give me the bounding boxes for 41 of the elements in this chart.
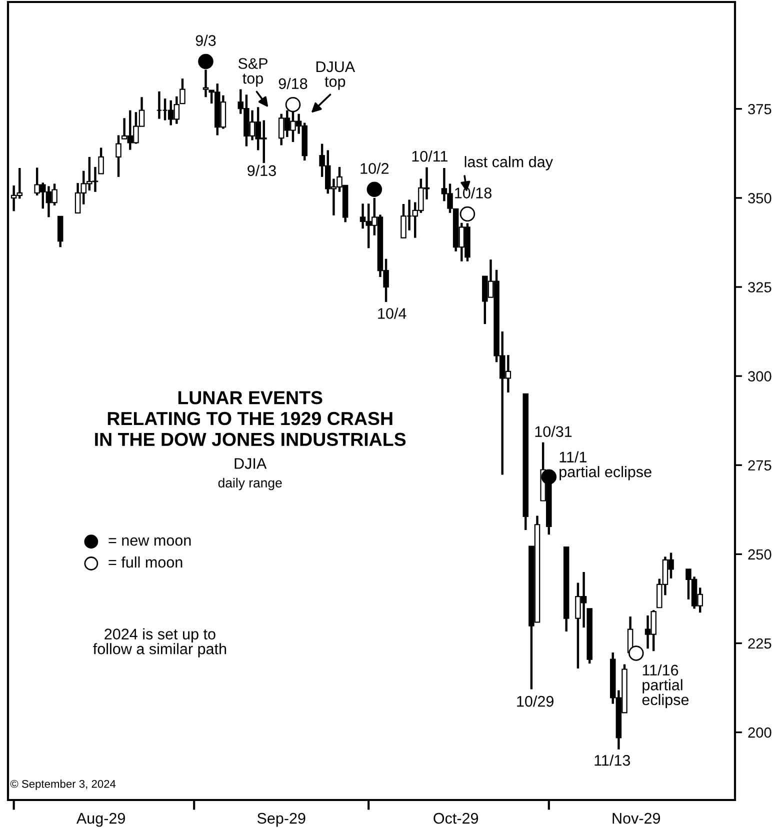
text: LUNAR EVENTS RELATING TO THE 1929 CRASH IN THE DOW JONES INDUSTRIALS — [95, 391, 406, 446]
y-tick-label: 225 — [748, 638, 772, 649]
x-tick-label: Aug-29 — [76, 812, 125, 827]
x-tick-label: Oct-29 — [434, 812, 478, 824]
point — [366, 182, 382, 198]
point — [541, 469, 557, 485]
y-tick-label: 300 — [748, 371, 772, 382]
x-tick-label: Nov-29 — [612, 812, 660, 824]
annotation: 2024 is set up to follow a similar path — [93, 628, 226, 658]
annotation: daily range — [218, 478, 282, 490]
annotation: 10/2 — [360, 162, 389, 174]
annotation: © September 3, 2024 — [10, 780, 116, 790]
annotation: 10/31 — [535, 426, 572, 438]
point — [198, 54, 214, 70]
point — [460, 206, 476, 222]
annotation: 10/18 — [455, 187, 492, 198]
y-tick-label: 325 — [748, 282, 772, 292]
annotation: 11/13 — [594, 754, 630, 766]
x-tick-label: Sep-29 — [257, 812, 306, 827]
annotation: last calm day — [464, 156, 553, 170]
annotation: 9/3 — [196, 34, 216, 46]
annotation: 9/18 — [278, 78, 308, 90]
annotation: 9/13 — [248, 164, 276, 176]
y-tick-label: 375 — [748, 104, 772, 114]
annotation: DJUA top — [316, 61, 356, 90]
y-tick-label: 200 — [748, 727, 772, 738]
y-tick-label: 250 — [748, 549, 772, 560]
annotation: S&P top — [238, 58, 268, 87]
annotation: 11/16 partial eclipse — [642, 664, 689, 708]
annotation: 11/1 partial eclipse — [560, 451, 652, 480]
annotation: 10/4 — [378, 308, 406, 319]
y-tick-label: 275 — [748, 460, 772, 471]
point — [628, 646, 644, 661]
text: DJIA — [234, 458, 267, 469]
y-tick-label: 350 — [748, 193, 772, 204]
legend-label: = new moon — [108, 537, 191, 546]
point — [285, 96, 301, 112]
annotation: 10/11 — [412, 150, 448, 162]
candlestick — [116, 134, 122, 178]
annotation: 10/29 — [517, 696, 554, 707]
legend-label: = full moon — [108, 556, 182, 568]
